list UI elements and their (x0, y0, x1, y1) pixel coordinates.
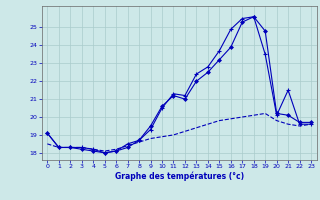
X-axis label: Graphe des températures (°c): Graphe des températures (°c) (115, 172, 244, 181)
